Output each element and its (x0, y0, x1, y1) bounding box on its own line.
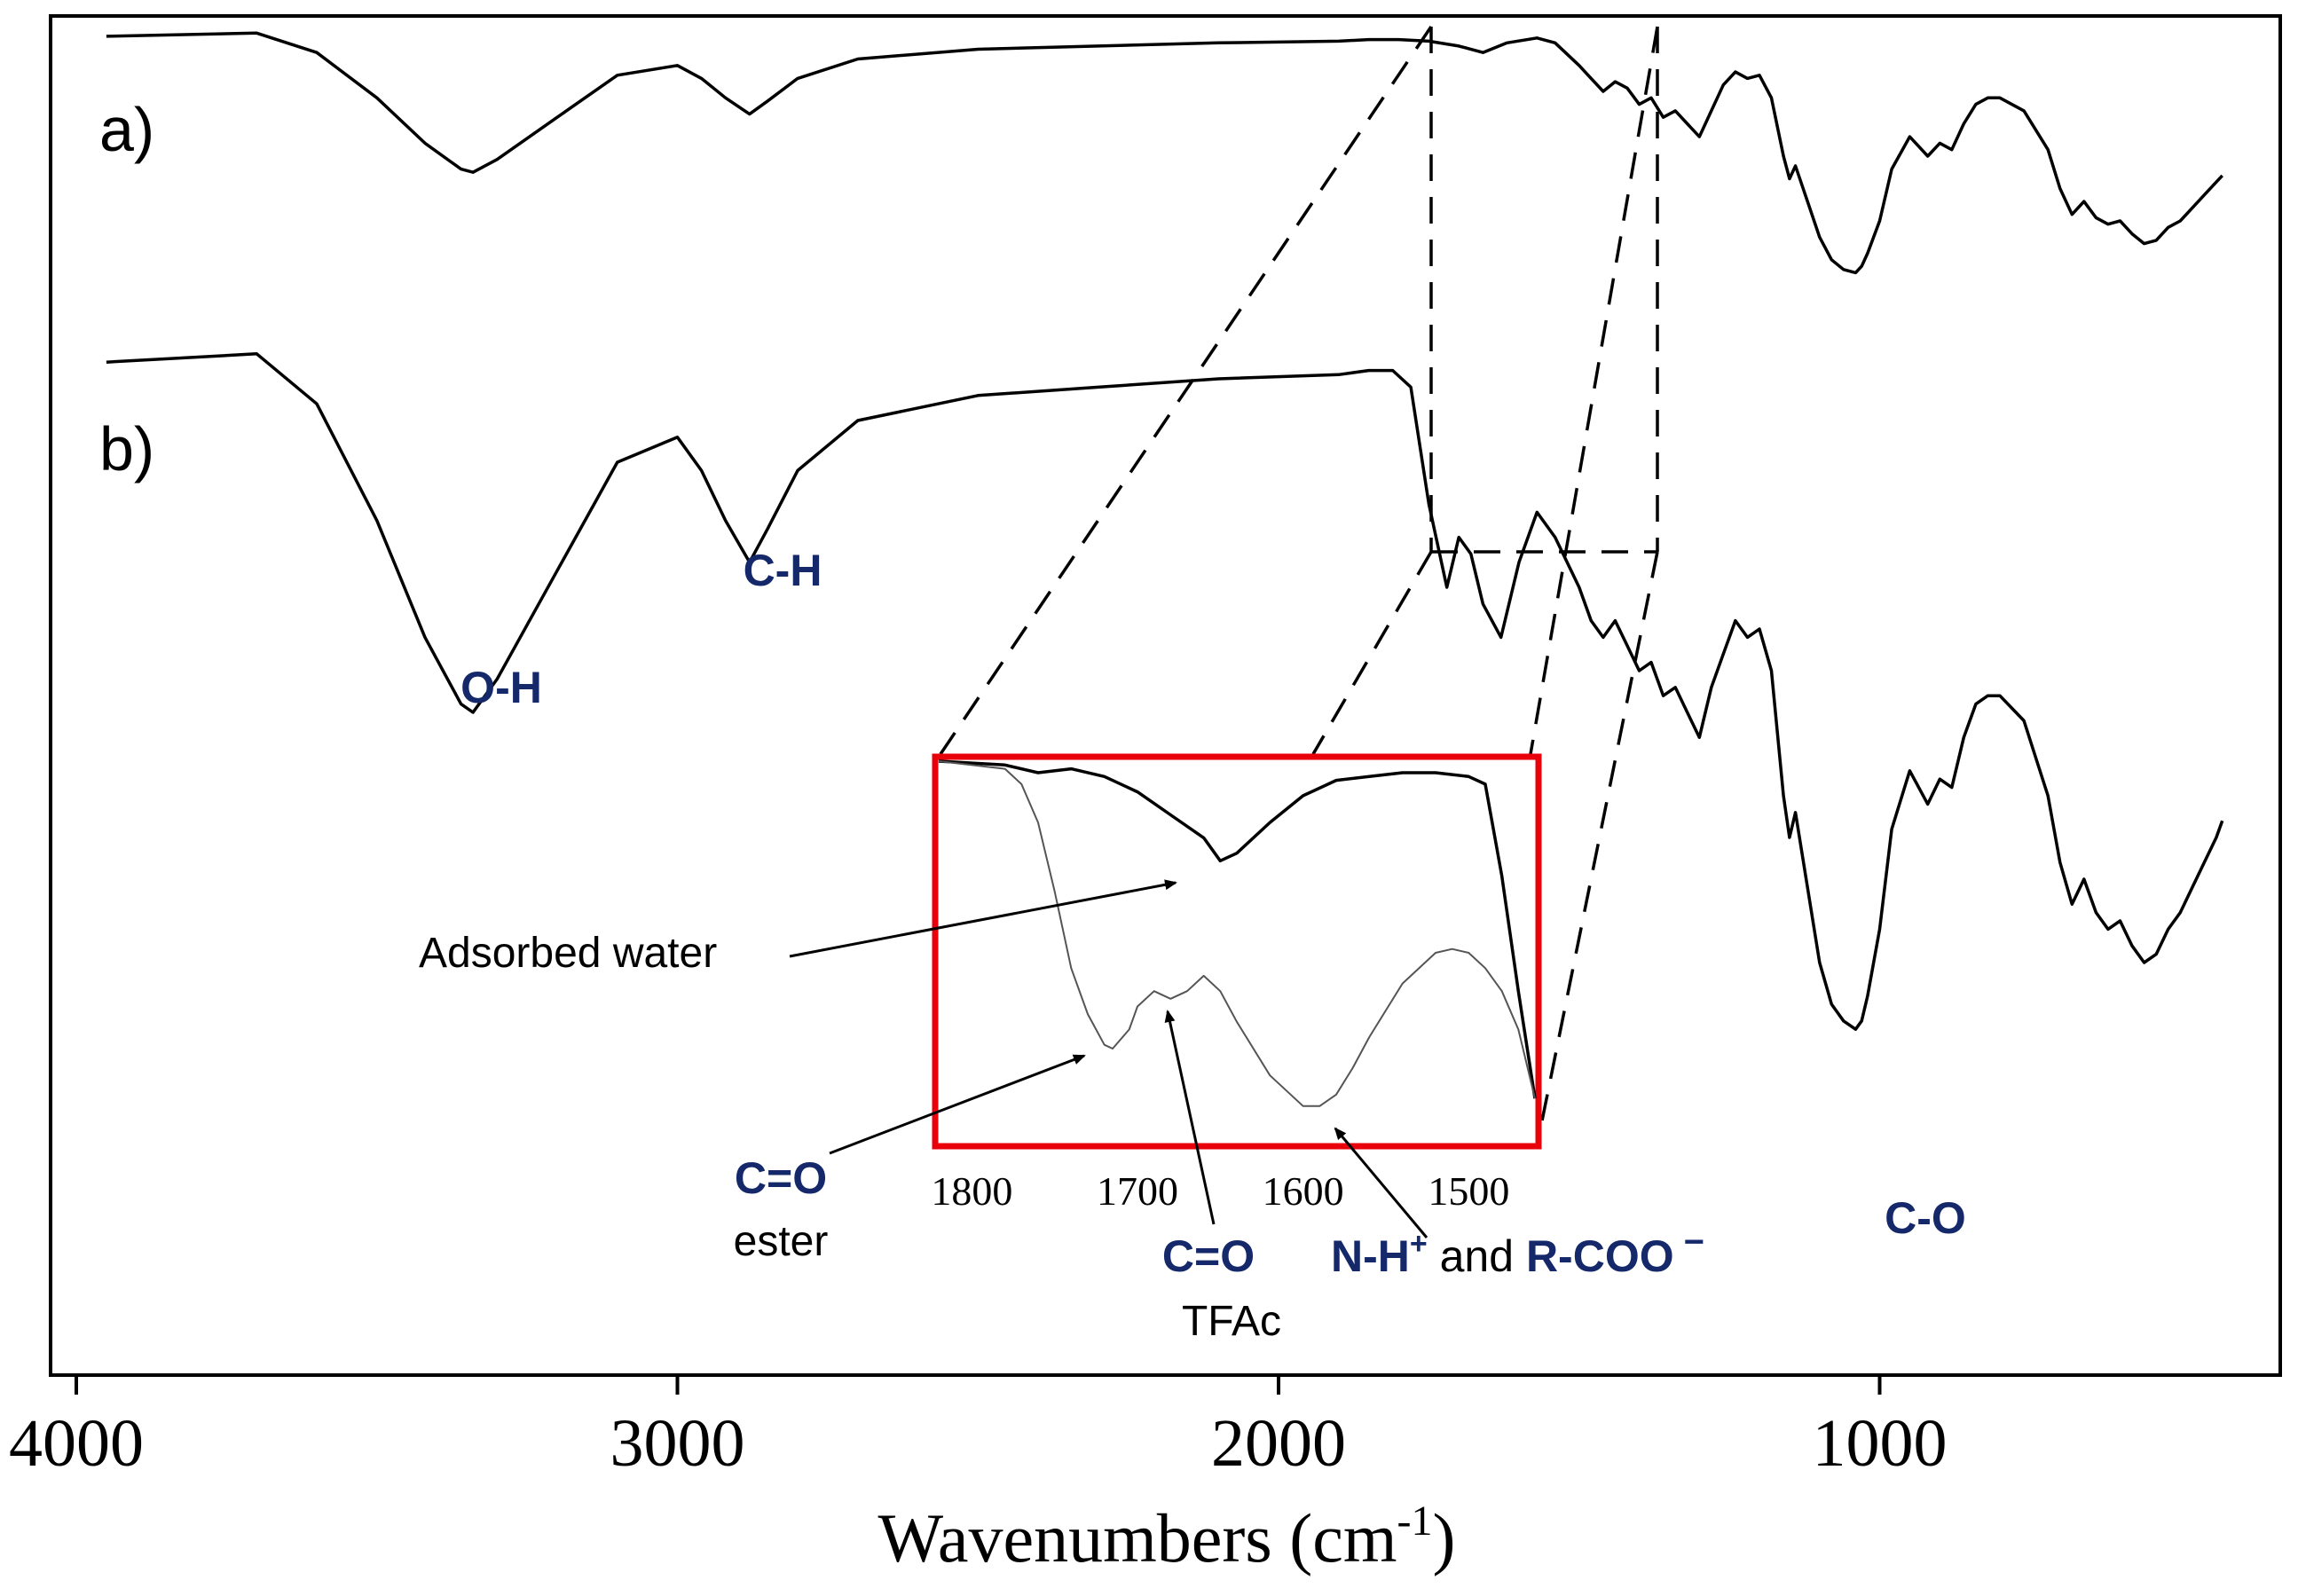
series-b-label: b) (99, 414, 154, 484)
arrow-adsorbed-water (789, 879, 1177, 958)
x-axis-label-main: Wavenumbers (cm (878, 1499, 1397, 1576)
label-oh: O-H (460, 663, 542, 712)
zoom-guide-diag-4 (1536, 551, 1659, 1144)
series-b-line (106, 352, 2224, 1031)
zoom-guide-diag-3 (1529, 26, 1659, 755)
zoom-guides (939, 26, 1659, 1144)
label-rcoo: R-COO (1526, 1231, 1674, 1281)
x-tick-label-1000: 1000 (1813, 1406, 1948, 1481)
arrow-co-ester (829, 1054, 1086, 1155)
label-co-ester-1: C=O (735, 1153, 827, 1203)
inset-x-tick-label-1500: 1500 (1428, 1168, 1509, 1214)
label-adsorbed-water: Adsorbed water (419, 930, 717, 977)
x-tick-label-2000: 2000 (1211, 1406, 1346, 1481)
x-tick-label-4000: 4000 (9, 1406, 144, 1481)
label-co: C-O (1885, 1193, 1966, 1243)
label-ch: C-H (744, 546, 822, 595)
inset-x-tick-label-1700: 1700 (1097, 1168, 1178, 1214)
label-nh: N-H (1331, 1231, 1410, 1281)
x-tick-label-3000: 3000 (610, 1406, 745, 1481)
series-a-label: a) (99, 95, 154, 164)
x-axis-label-sup: -1 (1397, 1498, 1433, 1545)
label-nh-sup: + (1410, 1227, 1428, 1261)
inset-series-b-line (938, 760, 1536, 1107)
x-axis-label: Wavenumbers (cm-1) (878, 1498, 1456, 1576)
label-co-ester-2: ester (734, 1218, 829, 1265)
plot-frame (49, 14, 2282, 1377)
inset-box (932, 753, 1542, 1150)
arrow-nh-rcoo (1334, 1127, 1428, 1238)
zoom-guide-diag-1 (939, 26, 1433, 755)
label-co-tfac-2: TFAc (1182, 1298, 1281, 1345)
label-rcoo-sup: − (1674, 1223, 1704, 1262)
label-and: and (1428, 1231, 1526, 1281)
zoom-guide-diag-2 (1311, 551, 1433, 755)
x-axis-label-tail: ) (1433, 1499, 1456, 1576)
arrow-co-tfac (1164, 1010, 1216, 1225)
label-co-tfac-1: C=O (1162, 1231, 1255, 1281)
inset-series-a-line (938, 759, 1537, 1099)
series-a-line (106, 31, 2223, 275)
inset-x-ticks: 1800 1700 1600 1500 (931, 1168, 1509, 1214)
label-nh-rcoo: N-H+ and R-COO − (1331, 1223, 1704, 1281)
inset-x-tick-label-1600: 1600 (1263, 1168, 1344, 1214)
x-axis-ticks: 4000 3000 2000 1000 (9, 1375, 1948, 1481)
inset-x-tick-label-1800: 1800 (931, 1168, 1012, 1214)
